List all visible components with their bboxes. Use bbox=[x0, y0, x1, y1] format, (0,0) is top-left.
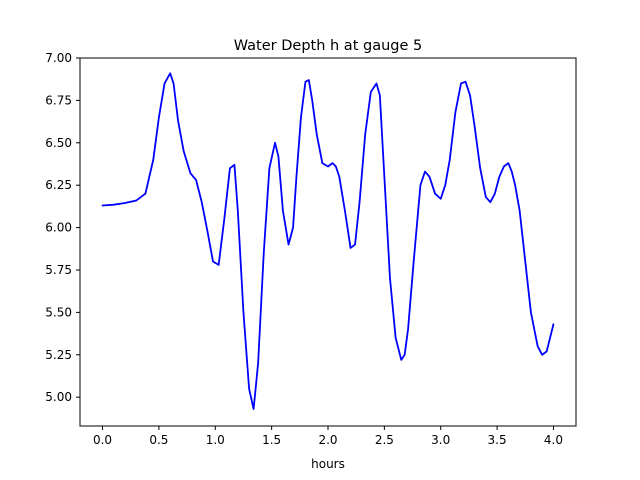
y-tick-label: 5.25 bbox=[45, 348, 72, 362]
series-line-0 bbox=[101, 72, 555, 410]
plot-area: 0.0 0.5 1.0 1.5 2.0 2.5 3.0 3.5 4.0 5.00 5.25 5.50 5… bbox=[45, 51, 577, 447]
y-tick-label: 6.50 bbox=[45, 136, 72, 150]
x-tick-label: 3.5 bbox=[488, 433, 507, 447]
x-tick-label: 0.0 bbox=[93, 433, 112, 447]
y-tick-label: 7.00 bbox=[45, 51, 72, 65]
x-tick-label: 0.5 bbox=[149, 433, 168, 447]
chart-title: Water Depth h at gauge 5 bbox=[234, 38, 422, 54]
y-tick-label: 5.00 bbox=[45, 390, 72, 404]
x-tick-label: 1.5 bbox=[262, 433, 281, 447]
x-axis-label: hours bbox=[311, 457, 345, 471]
x-tick-label: 2.0 bbox=[318, 433, 337, 447]
y-tick-label: 5.50 bbox=[45, 305, 72, 319]
y-tick-label: 6.75 bbox=[45, 93, 72, 107]
x-tick-label: 1.0 bbox=[206, 433, 225, 447]
y-tick-label: 6.00 bbox=[45, 221, 72, 235]
x-tick-label: 4.0 bbox=[544, 433, 563, 447]
y-tick-label: 5.75 bbox=[45, 263, 72, 277]
x-tick-label: 2.5 bbox=[375, 433, 394, 447]
x-tick-label: 3.0 bbox=[431, 433, 450, 447]
y-tick-label: 6.25 bbox=[45, 178, 72, 192]
